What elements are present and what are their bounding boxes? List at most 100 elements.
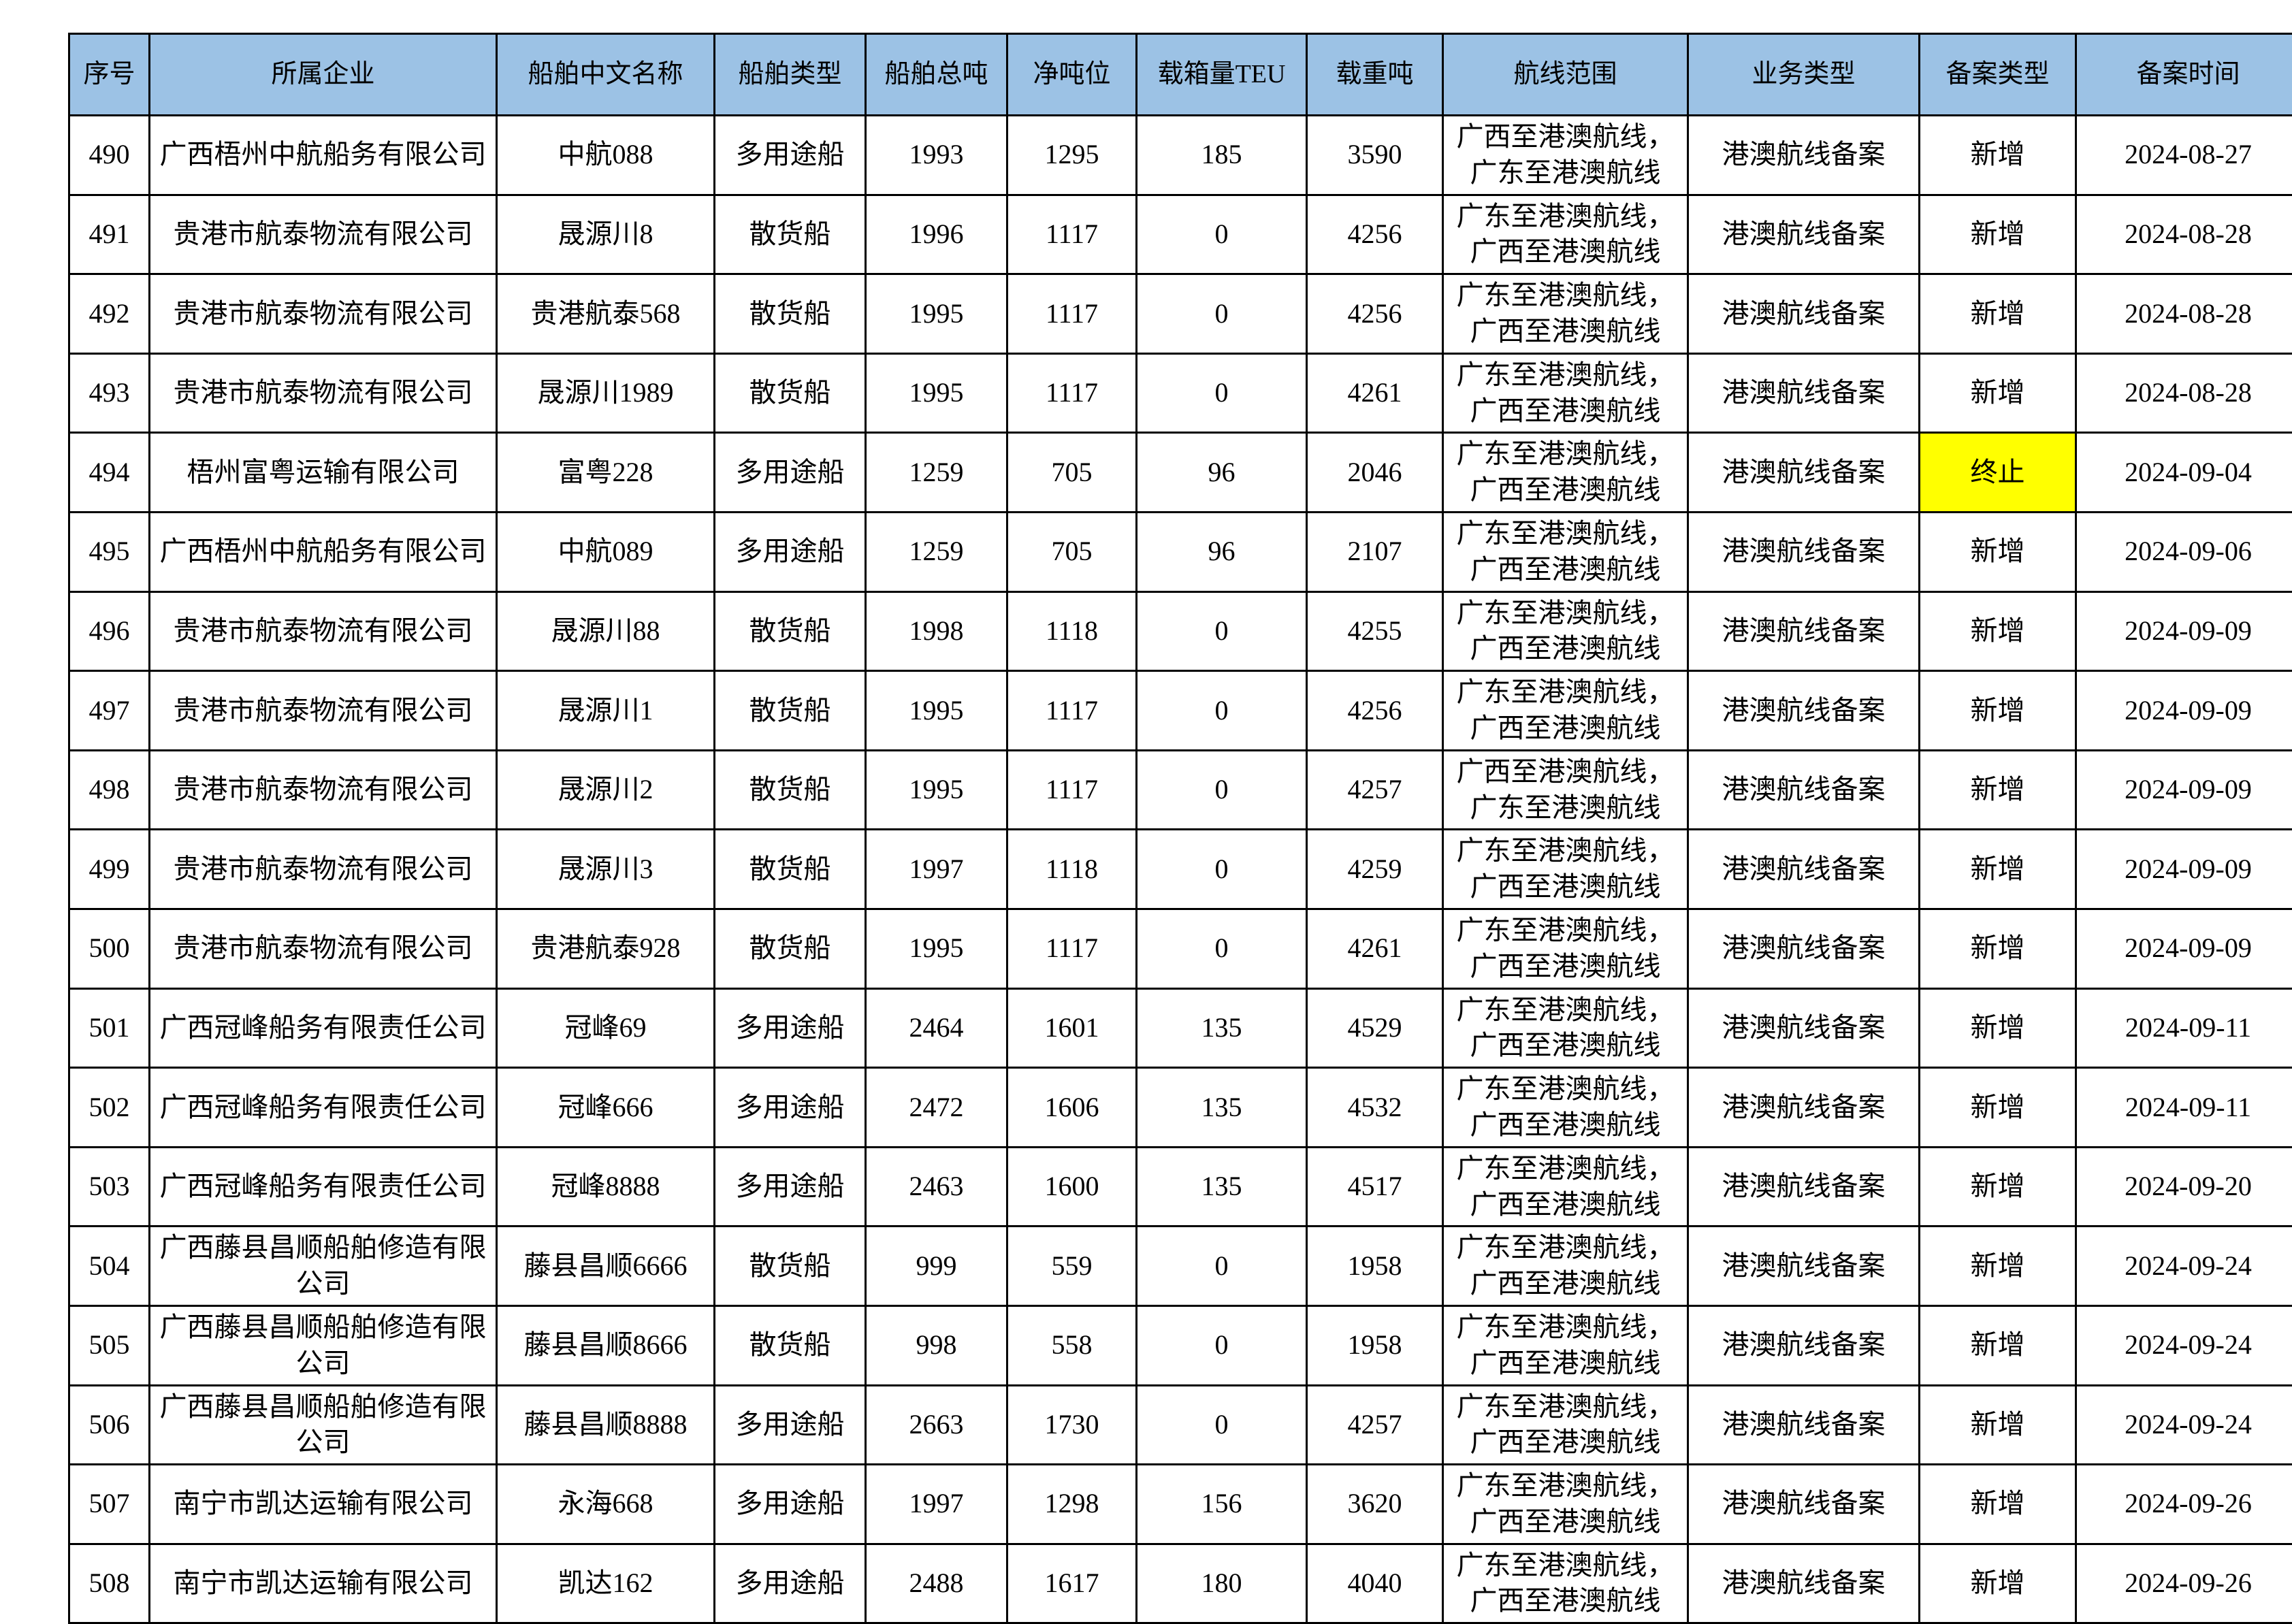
cell-business-type[interactable]: 港澳航线备案 bbox=[1688, 988, 1920, 1068]
cell-company[interactable]: 梧州富粤运输有限公司 bbox=[150, 433, 497, 513]
cell-business-type[interactable]: 港澳航线备案 bbox=[1688, 195, 1920, 274]
cell-record-time[interactable]: 2024-08-28 bbox=[2076, 195, 2292, 274]
cell-deadweight[interactable]: 4256 bbox=[1307, 274, 1443, 354]
column-header-ship-type[interactable]: 船舶类型 bbox=[715, 34, 866, 116]
cell-company[interactable]: 南宁市凯达运输有限公司 bbox=[150, 1465, 497, 1544]
cell-gross-tonnage[interactable]: 2463 bbox=[866, 1147, 1007, 1227]
cell-record-type[interactable]: 新增 bbox=[1920, 1305, 2076, 1385]
cell-ship-name[interactable]: 晟源川3 bbox=[497, 830, 715, 909]
cell-gross-tonnage[interactable]: 1995 bbox=[866, 353, 1007, 433]
cell-business-type[interactable]: 港澳航线备案 bbox=[1688, 1465, 1920, 1544]
cell-deadweight[interactable]: 4259 bbox=[1307, 830, 1443, 909]
cell-deadweight[interactable]: 4256 bbox=[1307, 671, 1443, 751]
cell-teu[interactable]: 180 bbox=[1137, 1544, 1307, 1623]
cell-deadweight[interactable]: 1958 bbox=[1307, 1305, 1443, 1385]
cell-company[interactable]: 广西藤县昌顺船舶修造有限公司 bbox=[150, 1385, 497, 1465]
cell-route-range[interactable]: 广东至港澳航线，广西至港澳航线 bbox=[1443, 433, 1688, 513]
cell-route-range[interactable]: 广东至港澳航线，广西至港澳航线 bbox=[1443, 195, 1688, 274]
cell-gross-tonnage[interactable]: 1995 bbox=[866, 909, 1007, 988]
cell-teu[interactable]: 0 bbox=[1137, 1227, 1307, 1306]
cell-record-time[interactable]: 2024-09-11 bbox=[2076, 1068, 2292, 1148]
cell-business-type[interactable]: 港澳航线备案 bbox=[1688, 750, 1920, 830]
cell-gross-tonnage[interactable]: 2464 bbox=[866, 988, 1007, 1068]
cell-net-tonnage[interactable]: 559 bbox=[1007, 1227, 1137, 1306]
cell-seq[interactable]: 501 bbox=[69, 988, 150, 1068]
cell-ship-type[interactable]: 多用途船 bbox=[715, 1147, 866, 1227]
cell-ship-type[interactable]: 散货船 bbox=[715, 591, 866, 671]
cell-company[interactable]: 广西冠峰船务有限责任公司 bbox=[150, 1068, 497, 1148]
cell-company[interactable]: 贵港市航泰物流有限公司 bbox=[150, 591, 497, 671]
cell-record-time[interactable]: 2024-09-09 bbox=[2076, 909, 2292, 988]
cell-gross-tonnage[interactable]: 1997 bbox=[866, 1465, 1007, 1544]
cell-record-type[interactable]: 新增 bbox=[1920, 909, 2076, 988]
cell-net-tonnage[interactable]: 1117 bbox=[1007, 909, 1137, 988]
cell-ship-type[interactable]: 多用途船 bbox=[715, 1465, 866, 1544]
cell-seq[interactable]: 499 bbox=[69, 830, 150, 909]
cell-gross-tonnage[interactable]: 999 bbox=[866, 1227, 1007, 1306]
cell-record-time[interactable]: 2024-08-28 bbox=[2076, 274, 2292, 354]
cell-record-time[interactable]: 2024-09-26 bbox=[2076, 1544, 2292, 1623]
cell-company[interactable]: 广西藤县昌顺船舶修造有限公司 bbox=[150, 1305, 497, 1385]
cell-seq[interactable]: 492 bbox=[69, 274, 150, 354]
cell-record-type[interactable]: 新增 bbox=[1920, 195, 2076, 274]
cell-net-tonnage[interactable]: 1118 bbox=[1007, 830, 1137, 909]
cell-ship-type[interactable]: 散货船 bbox=[715, 195, 866, 274]
cell-gross-tonnage[interactable]: 2472 bbox=[866, 1068, 1007, 1148]
cell-record-time[interactable]: 2024-09-11 bbox=[2076, 988, 2292, 1068]
cell-gross-tonnage[interactable]: 2488 bbox=[866, 1544, 1007, 1623]
cell-route-range[interactable]: 广东至港澳航线，广西至港澳航线 bbox=[1443, 830, 1688, 909]
cell-ship-type[interactable]: 散货船 bbox=[715, 671, 866, 751]
cell-net-tonnage[interactable]: 1117 bbox=[1007, 750, 1137, 830]
cell-route-range[interactable]: 广东至港澳航线，广西至港澳航线 bbox=[1443, 1544, 1688, 1623]
cell-seq[interactable]: 493 bbox=[69, 353, 150, 433]
cell-business-type[interactable]: 港澳航线备案 bbox=[1688, 353, 1920, 433]
cell-ship-name[interactable]: 冠峰69 bbox=[497, 988, 715, 1068]
cell-seq[interactable]: 494 bbox=[69, 433, 150, 513]
cell-gross-tonnage[interactable]: 1259 bbox=[866, 512, 1007, 591]
cell-teu[interactable]: 135 bbox=[1137, 1147, 1307, 1227]
cell-seq[interactable]: 497 bbox=[69, 671, 150, 751]
cell-business-type[interactable]: 港澳航线备案 bbox=[1688, 512, 1920, 591]
cell-deadweight[interactable]: 4529 bbox=[1307, 988, 1443, 1068]
cell-ship-name[interactable]: 晟源川1 bbox=[497, 671, 715, 751]
cell-business-type[interactable]: 港澳航线备案 bbox=[1688, 433, 1920, 513]
cell-deadweight[interactable]: 2046 bbox=[1307, 433, 1443, 513]
cell-ship-type[interactable]: 散货船 bbox=[715, 353, 866, 433]
cell-ship-name[interactable]: 中航088 bbox=[497, 116, 715, 195]
cell-gross-tonnage[interactable]: 998 bbox=[866, 1305, 1007, 1385]
cell-ship-name[interactable]: 晟源川8 bbox=[497, 195, 715, 274]
cell-business-type[interactable]: 港澳航线备案 bbox=[1688, 1544, 1920, 1623]
cell-seq[interactable]: 490 bbox=[69, 116, 150, 195]
cell-business-type[interactable]: 港澳航线备案 bbox=[1688, 830, 1920, 909]
cell-net-tonnage[interactable]: 1117 bbox=[1007, 274, 1137, 354]
cell-business-type[interactable]: 港澳航线备案 bbox=[1688, 1068, 1920, 1148]
cell-net-tonnage[interactable]: 705 bbox=[1007, 433, 1137, 513]
cell-ship-type[interactable]: 散货船 bbox=[715, 909, 866, 988]
cell-ship-name[interactable]: 永海668 bbox=[497, 1465, 715, 1544]
cell-ship-type[interactable]: 多用途船 bbox=[715, 1544, 866, 1623]
cell-teu[interactable]: 0 bbox=[1137, 353, 1307, 433]
cell-ship-type[interactable]: 多用途船 bbox=[715, 1385, 866, 1465]
cell-record-time[interactable]: 2024-09-24 bbox=[2076, 1227, 2292, 1306]
cell-seq[interactable]: 505 bbox=[69, 1305, 150, 1385]
cell-teu[interactable]: 0 bbox=[1137, 671, 1307, 751]
cell-net-tonnage[interactable]: 1617 bbox=[1007, 1544, 1137, 1623]
cell-record-time[interactable]: 2024-09-09 bbox=[2076, 830, 2292, 909]
cell-business-type[interactable]: 港澳航线备案 bbox=[1688, 909, 1920, 988]
cell-seq[interactable]: 504 bbox=[69, 1227, 150, 1306]
cell-record-time[interactable]: 2024-08-28 bbox=[2076, 353, 2292, 433]
cell-ship-type[interactable]: 散货船 bbox=[715, 1227, 866, 1306]
cell-route-range[interactable]: 广东至港澳航线，广西至港澳航线 bbox=[1443, 671, 1688, 751]
cell-record-time[interactable]: 2024-09-09 bbox=[2076, 750, 2292, 830]
cell-ship-type[interactable]: 多用途船 bbox=[715, 1068, 866, 1148]
column-header-seq[interactable]: 序号 bbox=[69, 34, 150, 116]
